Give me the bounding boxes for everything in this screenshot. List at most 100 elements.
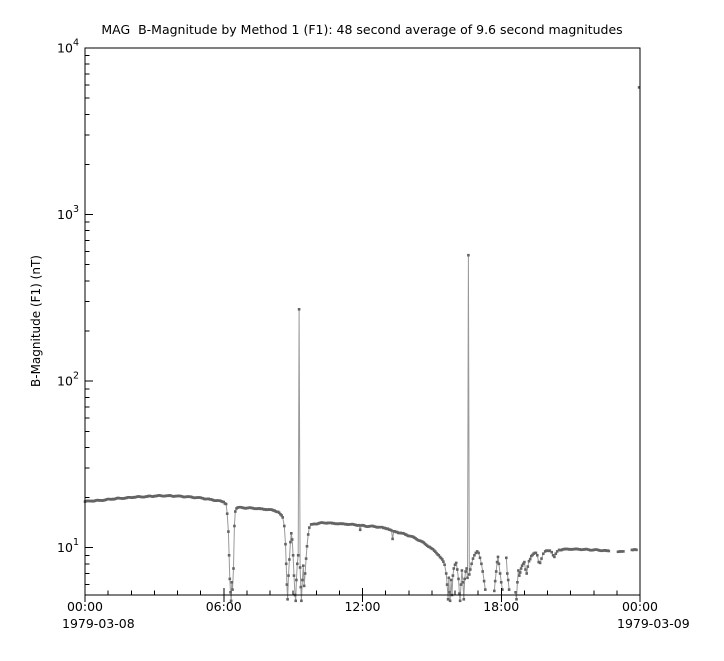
data-point [227, 530, 230, 533]
data-point [529, 558, 532, 561]
data-point [553, 556, 556, 559]
data-point [298, 308, 301, 311]
data-point [506, 572, 509, 575]
x-tick-label: 18:00 [483, 599, 519, 614]
data-point [498, 563, 501, 566]
data-point [306, 545, 309, 548]
data-point [508, 588, 511, 591]
data-point [358, 524, 361, 527]
x-axis-end-date-label: 1979-03-09 [617, 616, 690, 631]
data-point [477, 552, 480, 555]
data-point [499, 572, 502, 575]
data-point [459, 600, 462, 603]
data-point [539, 562, 542, 565]
data-point [231, 588, 234, 591]
data-point [300, 586, 303, 589]
data-point [468, 573, 471, 576]
data-point [446, 583, 449, 586]
data-point [462, 581, 465, 584]
data-point [295, 579, 298, 582]
data-point [303, 585, 306, 588]
data-point [297, 554, 300, 557]
data-point [469, 568, 472, 571]
data-point [391, 538, 394, 541]
data-point [286, 583, 289, 586]
data-point [519, 571, 522, 574]
data-point [308, 526, 311, 529]
data-point [301, 579, 304, 582]
data-point [461, 569, 464, 572]
data-point [483, 580, 486, 583]
chart-title: MAG B-Magnitude by Method 1 (F1): 48 sec… [101, 22, 622, 37]
data-point [302, 564, 305, 567]
data-point [497, 556, 500, 559]
data-point [296, 563, 299, 566]
data-point [285, 563, 288, 566]
data-point [463, 598, 466, 601]
data-point [288, 558, 291, 561]
data-point [449, 600, 452, 603]
data-point [234, 510, 237, 513]
data-point [307, 533, 310, 536]
data-point [231, 581, 234, 584]
data-markers [617, 550, 625, 553]
data-point [453, 567, 456, 570]
data-point [452, 574, 455, 577]
data-point [484, 588, 487, 591]
x-tick-label: 00:00 [622, 599, 658, 614]
data-markers [631, 548, 638, 551]
data-point [463, 578, 466, 581]
data-point [293, 574, 296, 577]
data-point [460, 583, 463, 586]
data-point [479, 557, 482, 560]
data-point [542, 552, 545, 555]
data-point [550, 551, 553, 554]
data-point [507, 579, 510, 582]
data-point [300, 600, 303, 603]
data-point [473, 554, 476, 557]
data-point [518, 574, 521, 577]
data-point [540, 557, 543, 560]
y-axis-label: B-Magnitude (F1) (nT) [29, 255, 43, 387]
data-point [455, 562, 458, 565]
data-point [470, 563, 473, 566]
data-point [284, 543, 287, 546]
data-point [229, 578, 232, 581]
data-point [523, 561, 526, 564]
data-point [535, 552, 538, 555]
data-point [500, 581, 503, 584]
data-point [304, 572, 307, 575]
data-point [514, 591, 517, 594]
data-point [525, 572, 528, 575]
data-point [464, 570, 467, 573]
data-point [226, 512, 229, 515]
data-point [443, 563, 446, 566]
data-point [291, 538, 294, 541]
data-point [283, 525, 286, 528]
x-axis-start-date-label: 1979-03-08 [62, 616, 135, 631]
data-point [456, 568, 459, 571]
x-tick-label: 06:00 [206, 599, 242, 614]
data-point [457, 578, 460, 581]
data-point [520, 567, 523, 570]
data-point [359, 529, 362, 532]
data-point [290, 532, 293, 535]
data-point [233, 525, 236, 528]
data-point [527, 565, 530, 568]
data-point [281, 516, 284, 519]
data-point [225, 503, 228, 506]
data-point [465, 567, 468, 570]
data-point [622, 550, 625, 553]
data-point [494, 580, 497, 583]
data-point [466, 577, 469, 580]
data-point [232, 567, 235, 570]
data-point [299, 566, 302, 569]
data-point [608, 550, 611, 553]
data-point [442, 560, 445, 563]
data-point [495, 570, 498, 573]
data-point [448, 577, 451, 580]
data-point [294, 600, 297, 603]
